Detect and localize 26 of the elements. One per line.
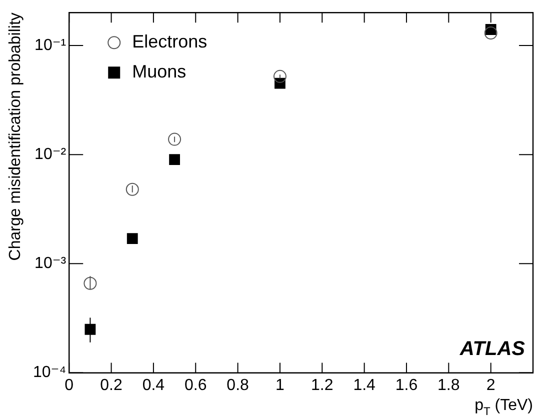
point (126, 182, 139, 196)
legend-label: Electrons (132, 32, 208, 52)
x-tick-label: 0.8 (226, 376, 250, 394)
x-tick-label: 1.4 (353, 376, 376, 394)
annotation: ATLAS (458, 338, 526, 360)
point (168, 132, 182, 146)
point (126, 233, 138, 244)
x-tick-label: 1.6 (395, 376, 418, 394)
x-tick-label: 1 (276, 376, 285, 394)
y-axis-title: Charge misidentification probability (7, 12, 24, 261)
x-tick-label: 1.8 (438, 376, 460, 394)
x-tick-label: 0.4 (142, 376, 165, 394)
y-tick-label: 10⁻³ (34, 255, 67, 272)
x-tick-label: 2 (486, 376, 496, 394)
point (84, 276, 97, 290)
x-tick-label: 0 (64, 376, 74, 394)
x-tick-label: 1.2 (311, 376, 334, 394)
point (169, 154, 180, 166)
y-tick-label: 10⁻² (34, 146, 67, 163)
x-tick-label: 0.2 (100, 376, 123, 394)
point (273, 70, 286, 83)
y-tick-label: 10⁻¹ (34, 36, 66, 54)
x-tick-label: 0.6 (184, 376, 207, 394)
legend-label: Muons (132, 62, 186, 82)
y-tick-label: 10⁻⁴ (32, 364, 66, 382)
point (484, 26, 498, 40)
